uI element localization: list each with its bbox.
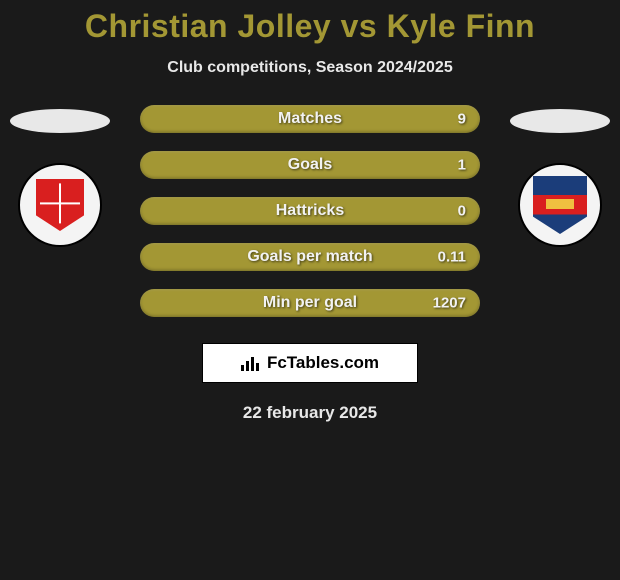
stat-label: Min per goal [263,294,357,312]
player-right [510,105,610,247]
stat-bars: Matches 9 Goals 1 Hattricks 0 Goals per … [140,105,480,317]
stat-value-right: 9 [458,111,466,128]
player-left [10,105,110,247]
stat-label: Hattricks [276,202,344,220]
club-crest-left [18,163,102,247]
stat-value-right: 1 [458,157,466,174]
stat-value-right: 0 [458,203,466,220]
page-title: Christian Jolley vs Kyle Finn [0,8,620,45]
stats-area: Matches 9 Goals 1 Hattricks 0 Goals per … [0,105,620,317]
player-head-icon [510,109,610,133]
player-head-icon [10,109,110,133]
stat-value-right: 0.11 [438,249,466,266]
stat-bar: Goals per match 0.11 [140,243,480,271]
snapshot-date: 22 february 2025 [0,403,620,423]
stat-bar: Hattricks 0 [140,197,480,225]
stat-bar: Min per goal 1207 [140,289,480,317]
stat-value-right: 1207 [433,295,466,312]
source-logo: FcTables.com [202,343,418,383]
stat-label: Matches [278,110,342,128]
source-text: FcTables.com [267,353,379,373]
club-crest-right [518,163,602,247]
stat-label: Goals [288,156,332,174]
stat-bar: Matches 9 [140,105,480,133]
stat-bar: Goals 1 [140,151,480,179]
comparison-card: Christian Jolley vs Kyle Finn Club compe… [0,0,620,423]
page-subtitle: Club competitions, Season 2024/2025 [0,59,620,77]
stat-label: Goals per match [247,248,372,266]
bar-chart-icon [241,355,261,371]
